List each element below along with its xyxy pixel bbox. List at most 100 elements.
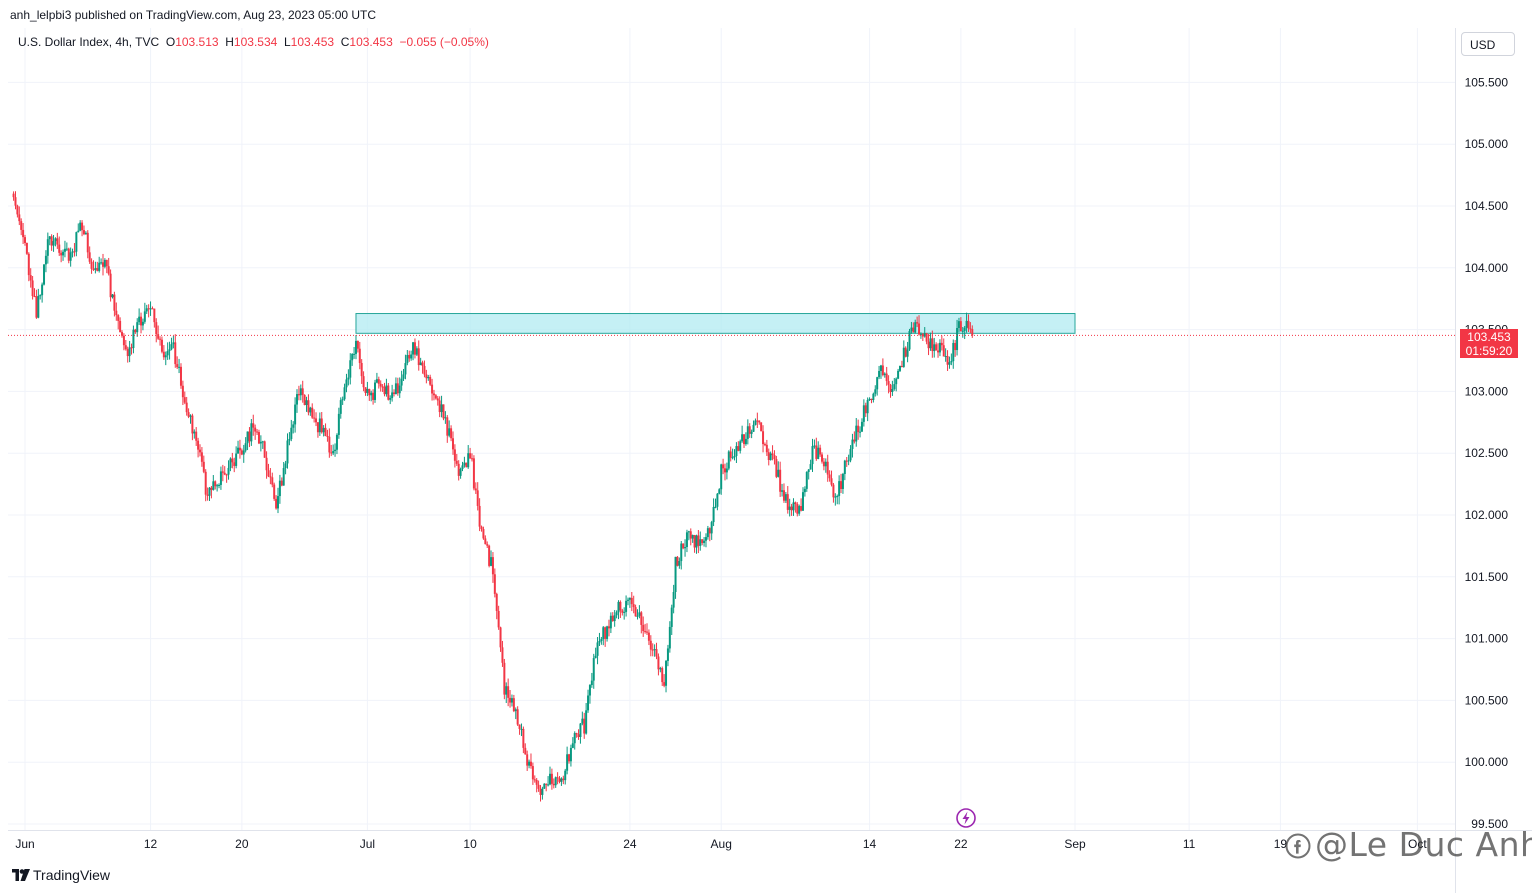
candle (185, 396, 188, 416)
candle (516, 706, 519, 726)
candle (628, 597, 631, 608)
candle (847, 454, 850, 466)
candle (819, 444, 822, 457)
candle (423, 360, 426, 378)
candle (134, 328, 137, 334)
price-axis[interactable]: 99.500 100.000 100.500 101.000 101.500 102.00… (1455, 28, 1509, 893)
candle (556, 772, 559, 785)
tradingview-brand[interactable]: TradingView (12, 867, 110, 883)
candle (60, 250, 63, 263)
candle (657, 653, 660, 676)
candle (588, 684, 591, 704)
candle (758, 420, 761, 425)
legend-high-label: H (225, 35, 234, 49)
candle (187, 408, 190, 419)
candle (862, 399, 865, 427)
candle (929, 332, 932, 351)
candle (200, 447, 203, 467)
candle (691, 534, 694, 543)
y-tick-label: 99.500 (1471, 817, 1508, 831)
candle (12, 191, 15, 201)
candle (491, 552, 494, 583)
y-tick-label: 101.000 (1465, 632, 1509, 646)
candle (176, 356, 179, 369)
candle (495, 592, 498, 620)
candle (617, 600, 620, 620)
candle (100, 258, 103, 265)
candle (316, 422, 319, 438)
candle (136, 318, 139, 337)
candle (381, 384, 384, 392)
candle (602, 625, 605, 646)
candle (885, 366, 888, 386)
candle (581, 711, 584, 726)
candle (524, 743, 527, 755)
author-watermark: @Le Duc Anh (1285, 825, 1532, 864)
candle (748, 423, 751, 438)
candle (315, 412, 318, 427)
candle (957, 317, 960, 333)
candle (752, 420, 755, 432)
candle (666, 644, 669, 667)
candle (684, 539, 687, 557)
candle (821, 452, 824, 464)
candle (569, 744, 572, 767)
candle (115, 302, 118, 321)
candle (916, 316, 919, 328)
candle (482, 526, 485, 540)
candle (370, 390, 373, 402)
candle (244, 437, 247, 453)
candle (822, 457, 825, 471)
x-tick-label: 12 (144, 837, 158, 851)
candle (345, 373, 348, 393)
candle (573, 731, 576, 750)
candle (906, 341, 909, 363)
candle (322, 425, 325, 437)
currency-button[interactable]: USD (1461, 32, 1515, 56)
candle (699, 531, 702, 551)
legend-symbol[interactable]: U.S. Dollar Index, 4h, TVC (18, 35, 160, 49)
candle (335, 433, 338, 455)
candle (438, 396, 441, 418)
candle (364, 387, 367, 396)
candle (242, 444, 245, 463)
candle (668, 621, 671, 653)
candle (912, 322, 915, 333)
candle (425, 369, 428, 384)
candle (925, 332, 928, 345)
candle (914, 319, 917, 334)
candle (653, 644, 656, 657)
candle (96, 261, 99, 272)
candle (507, 678, 510, 707)
candle (786, 486, 789, 514)
candle (510, 694, 513, 707)
candle (233, 457, 236, 473)
y-tick-label: 105.500 (1465, 75, 1509, 89)
candle (933, 337, 936, 358)
candle (269, 468, 272, 485)
candle (904, 346, 907, 358)
candle (143, 302, 146, 324)
candle (261, 440, 264, 449)
candle (545, 783, 548, 792)
candle (731, 448, 734, 460)
candle (625, 595, 628, 617)
candle (160, 336, 163, 354)
candle (674, 556, 677, 599)
candle (303, 394, 306, 406)
candle (296, 389, 299, 413)
candle (769, 451, 772, 461)
time-axis[interactable]: Jun 12 20 Jul 10 24 Aug 14 22 Sep 11 19 Oct (8, 830, 1532, 852)
candle (238, 439, 241, 459)
candle (341, 396, 344, 405)
candle (88, 246, 91, 264)
candle (672, 584, 675, 614)
candle (81, 220, 84, 237)
candle (164, 351, 167, 366)
candle (297, 385, 300, 401)
x-tick-label: 20 (235, 837, 249, 851)
candle (157, 325, 160, 340)
lightning-bolt-icon[interactable] (955, 807, 977, 829)
candle (963, 325, 966, 340)
